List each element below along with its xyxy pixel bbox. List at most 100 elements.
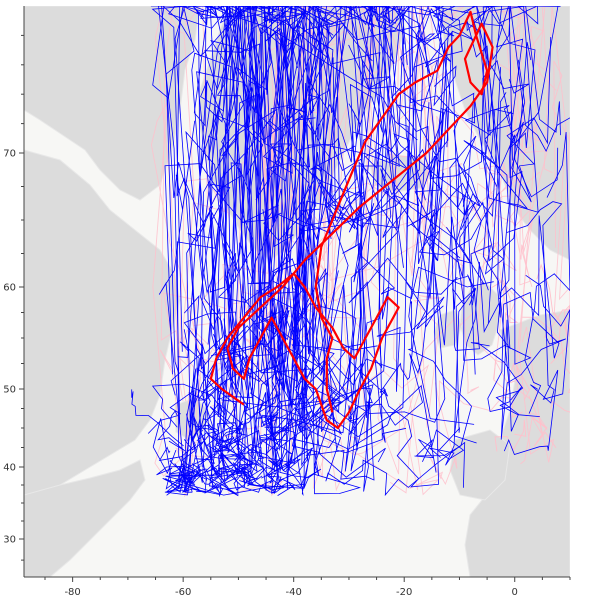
blue-track-line [181, 436, 197, 493]
blue-track-line [253, 6, 360, 464]
x-tick-label: -20 [396, 587, 412, 598]
blue-track-line [482, 108, 540, 417]
blue-track-line [183, 413, 218, 451]
blue-track-line [487, 215, 560, 412]
blue-track-line [254, 429, 321, 456]
blue-track-line [177, 6, 239, 358]
pink-track-line [495, 6, 559, 286]
blue-track-line [294, 234, 461, 488]
blue-track-line [286, 6, 396, 495]
y-tick-label: 30 [3, 535, 16, 546]
blue-track-line [184, 183, 279, 495]
blue-track-line [391, 6, 465, 346]
blue-track-line [364, 21, 445, 299]
blue-track-line [229, 467, 261, 493]
blue-track-line [225, 421, 255, 462]
blue-track-line [470, 267, 566, 440]
y-axis-ticks: 30 40 50 60 70 [3, 34, 24, 561]
blue-track-line [268, 445, 309, 478]
blue-track-line [272, 6, 375, 451]
x-tick-label: 0 [512, 587, 518, 598]
blue-track-line [158, 6, 291, 425]
blue-track-line [296, 6, 494, 396]
pink-track-line [505, 6, 548, 225]
blue-track-line [178, 6, 252, 491]
pink-track-line [240, 6, 512, 357]
pink-track-line [549, 400, 570, 413]
blue-track-line [165, 6, 216, 372]
blue-track-line [387, 6, 444, 330]
pink-track-line [493, 359, 523, 418]
blue-track-line [212, 467, 282, 493]
blue-track-line [196, 6, 395, 453]
blue-track-line [188, 6, 277, 392]
pink-track-line [244, 6, 541, 395]
blue-tracks-layer [131, 6, 570, 498]
blue-track-line [464, 6, 517, 350]
blue-track-line [267, 6, 488, 453]
blue-track-line [209, 6, 303, 445]
y-tick-label: 60 [3, 283, 16, 294]
highlight-track-layer [209, 10, 494, 430]
pink-track-line [154, 6, 198, 369]
blue-track-line [230, 454, 254, 475]
blue-track-line [246, 391, 466, 497]
land-usa [24, 459, 146, 577]
blue-track-line [196, 422, 233, 452]
blue-track-line [261, 27, 301, 479]
blue-track-line [479, 6, 530, 262]
pink-track-line [159, 178, 226, 468]
blue-track-line [174, 6, 227, 364]
blue-track-line [200, 6, 307, 400]
blue-track-line [287, 6, 475, 467]
blue-track-line [296, 337, 378, 389]
blue-track-line [281, 384, 437, 473]
highlighted-track-line [209, 10, 494, 430]
pink-track-line [491, 280, 519, 332]
pink-track-line [528, 395, 557, 449]
blue-track-line [260, 137, 476, 442]
blue-track-line [366, 6, 501, 218]
pink-track-line [294, 6, 432, 327]
blue-track-line [471, 6, 552, 203]
blue-track-line [213, 6, 454, 405]
blue-track-line [266, 475, 296, 496]
blue-track-line [503, 274, 570, 455]
pink-track-line [494, 419, 527, 452]
blue-track-line [207, 455, 263, 487]
blue-track-line [213, 427, 243, 453]
x-tick-label: -80 [64, 587, 80, 598]
blue-track-line [195, 424, 223, 461]
pink-track-line [506, 363, 531, 401]
blue-track-line [248, 461, 281, 494]
pink-track-line [296, 44, 440, 496]
blue-track-line [348, 6, 408, 140]
pink-track-line [299, 6, 553, 413]
blue-track-line [164, 6, 356, 496]
blue-track-line [250, 6, 308, 329]
blue-track-line [193, 6, 330, 408]
pink-track-line [522, 316, 570, 393]
land-scandinavia [439, 6, 570, 261]
blue-track-line [230, 6, 561, 446]
land-europe [464, 309, 570, 577]
blue-track-line [491, 6, 570, 161]
blue-track-line [196, 474, 223, 498]
blue-track-line [234, 444, 275, 480]
blue-track-line [176, 6, 418, 492]
blue-track-line [199, 6, 413, 460]
pink-track-line [536, 263, 561, 351]
blue-track-line [156, 459, 185, 476]
pink-track-line [150, 101, 302, 497]
blue-track-line [180, 443, 219, 486]
blue-track-line [255, 411, 279, 445]
blue-track-line [228, 6, 312, 430]
blue-track-line [270, 6, 463, 480]
blue-track-line [158, 432, 196, 461]
blue-track-line [131, 389, 184, 447]
blue-track-line [183, 6, 307, 470]
blue-track-line [213, 445, 265, 485]
blue-track-line [449, 135, 505, 351]
x-axis-ticks: -80 -60 -40 -20 0 [44, 577, 571, 598]
